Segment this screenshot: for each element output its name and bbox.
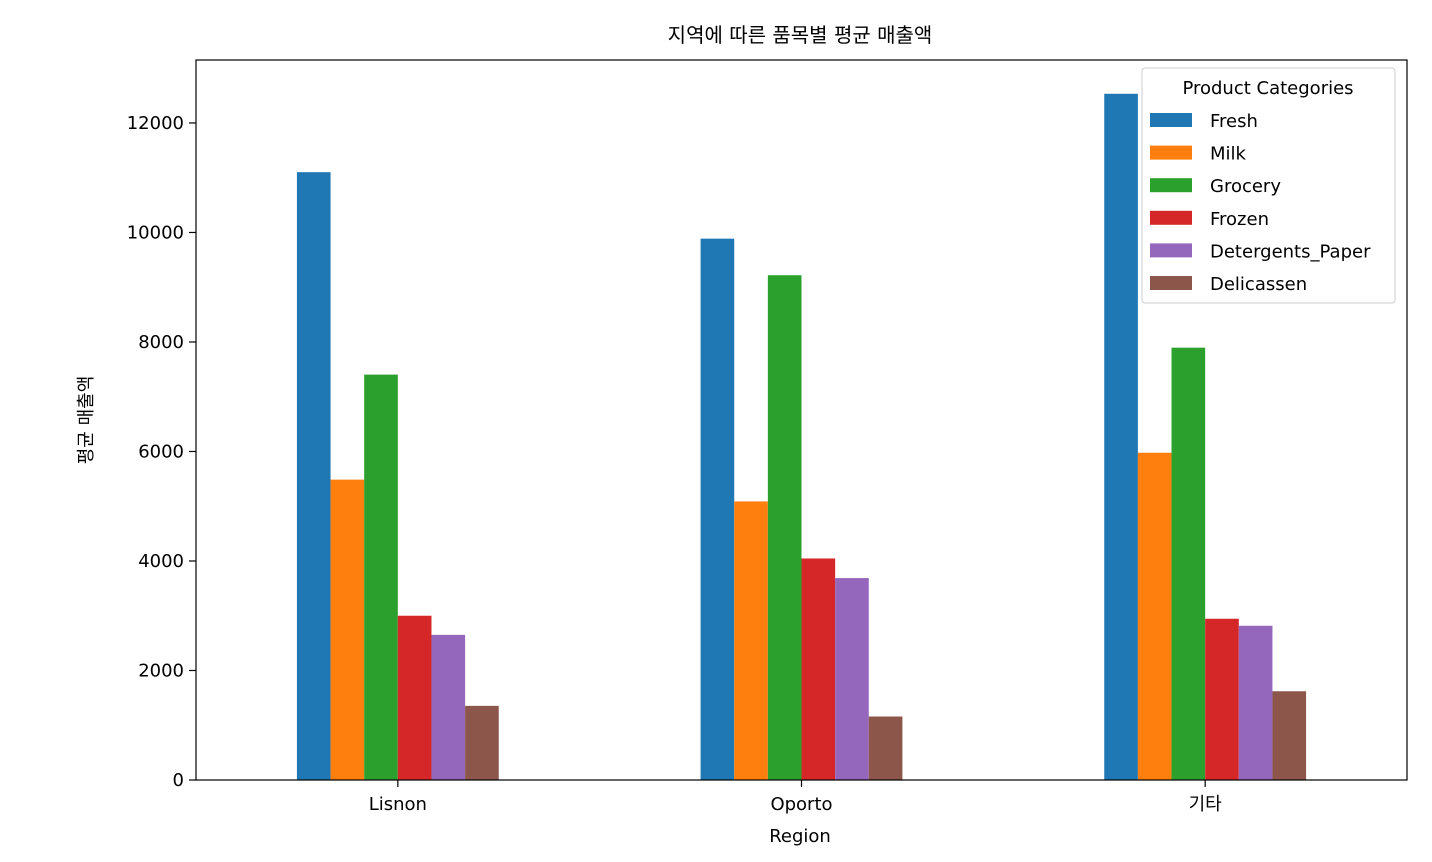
y-tick-label: 2000: [138, 660, 184, 681]
bar-grocery-0: [364, 374, 398, 780]
y-tick-label: 8000: [138, 332, 184, 353]
legend-box: [1141, 67, 1396, 304]
bar-milk-1: [734, 501, 768, 780]
y-axis-label: 평균 매출액: [76, 376, 97, 465]
bar-delicassen-1: [868, 716, 903, 780]
legend-swatch-detergents-paper: [1150, 243, 1192, 258]
legend-label-grocery: Grocery: [1210, 176, 1281, 197]
y-tick-label: 0: [173, 770, 184, 791]
legend-label-frozen: Frozen: [1210, 209, 1269, 230]
bar-fresh-2: [1104, 93, 1138, 780]
bar-frozen-2: [1205, 618, 1239, 780]
legend-swatch-fresh: [1150, 113, 1192, 127]
bar-delicassen-0: [465, 705, 499, 780]
legend-swatch-delicassen: [1150, 276, 1192, 290]
y-tick-label: 4000: [138, 551, 184, 572]
legend-label-fresh: Fresh: [1210, 111, 1258, 132]
bar-detergents-paper-1: [835, 578, 869, 780]
x-tick-label: 기타: [1189, 794, 1223, 815]
legend-label-detergents-paper: Detergents_Paper: [1210, 241, 1371, 262]
legend-swatch-milk: [1150, 145, 1192, 160]
bar-frozen-1: [801, 558, 836, 780]
y-tick-label: 10000: [127, 222, 184, 243]
legend-swatch-grocery: [1150, 178, 1192, 193]
bar-fresh-0: [296, 172, 331, 780]
y-axis: 0 2000 4000 6000 8000 10000 12000: [127, 113, 196, 791]
bar-milk-2: [1137, 452, 1172, 780]
x-tick-label: Lisnon: [369, 794, 427, 815]
bar-grocery-1: [767, 275, 802, 780]
bar-detergents-paper-0: [431, 634, 466, 780]
bars-layer: [296, 93, 1307, 780]
legend-label-delicassen: Delicassen: [1210, 274, 1307, 295]
bar-delicassen-2: [1272, 691, 1307, 780]
legend-label-milk: Milk: [1210, 144, 1247, 165]
bar-frozen-0: [397, 615, 432, 780]
x-axis: Lisnon Oporto 기타: [369, 780, 1222, 815]
bar-milk-0: [330, 479, 365, 780]
legend: Product Categories Fresh Milk Grocery Froze…: [1141, 67, 1396, 304]
x-axis-label: Region: [769, 826, 831, 847]
legend-title: Product Categories: [1182, 78, 1353, 99]
bar-grocery-2: [1171, 347, 1206, 780]
y-tick-label: 12000: [127, 113, 184, 134]
legend-items: Fresh Milk Grocery Frozen Detergents_Paper De…: [1150, 111, 1371, 295]
bar-detergents-paper-2: [1238, 625, 1273, 780]
y-tick-label: 6000: [138, 441, 184, 462]
chart-title: 지역에 따른 품목별 평균 매출액: [668, 23, 933, 47]
x-tick-label: Oporto: [770, 794, 832, 815]
legend-swatch-frozen: [1150, 210, 1192, 225]
bar-fresh-1: [700, 238, 735, 780]
